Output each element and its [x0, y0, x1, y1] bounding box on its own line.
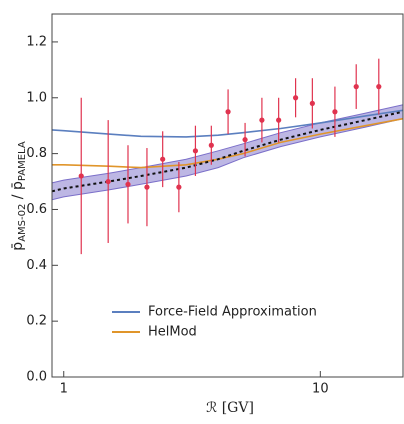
- y-tick-label: 1.0: [26, 90, 47, 105]
- y-axis-label: p̄AMS-02 / p̄PAMELA: [10, 141, 28, 251]
- x-tick-label: 1: [60, 382, 68, 397]
- data-point: [376, 84, 382, 90]
- data-point: [160, 156, 166, 162]
- x-tick-label: 10: [312, 382, 329, 397]
- y-tick-label: 0.4: [26, 258, 47, 273]
- y-label-part: p̄: [10, 181, 26, 190]
- y-label-part: p̄: [10, 242, 26, 251]
- y-tick-label: 0.8: [26, 146, 47, 161]
- data-point: [78, 173, 84, 179]
- y-label-part: AMS-02: [17, 204, 28, 242]
- data-point: [225, 109, 231, 115]
- y-tick-label: 0.6: [26, 202, 47, 217]
- data-point: [105, 178, 111, 185]
- data-point: [353, 84, 359, 90]
- data-point: [192, 148, 199, 154]
- data-point: [176, 184, 182, 190]
- y-label-part: /: [10, 190, 26, 204]
- x-axis-label: ℛ [GV]: [206, 400, 254, 416]
- data-point: [309, 100, 315, 106]
- data-point: [259, 117, 265, 123]
- y-tick-label: 0.2: [26, 314, 47, 329]
- legend-label: HelMod: [148, 325, 197, 340]
- data-point: [125, 181, 131, 187]
- data-point: [292, 95, 299, 101]
- model-line: [51, 110, 404, 193]
- y-label-part: PAMELA: [17, 141, 28, 181]
- data-point: [242, 137, 248, 143]
- data-point: [144, 184, 150, 190]
- data-point: [208, 142, 214, 148]
- data-point: [332, 109, 338, 115]
- y-tick-label: 1.2: [26, 34, 47, 49]
- legend-label: Force-Field Approximation: [148, 305, 317, 320]
- y-tick-label: 0.0: [26, 370, 47, 385]
- plot-frame: [51, 13, 404, 378]
- data-point: [276, 117, 282, 123]
